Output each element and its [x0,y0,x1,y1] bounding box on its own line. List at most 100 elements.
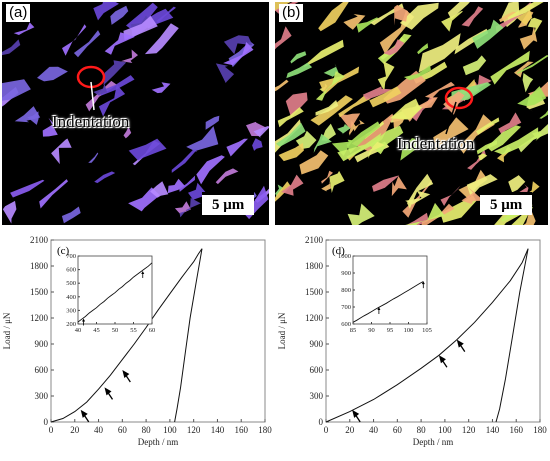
y-tick-label: 1800 [30,261,49,271]
y-tick-label: 2100 [305,235,324,245]
inset-frame [352,255,428,325]
grain-shape [462,55,487,76]
inset-x-tick-label: 105 [422,327,432,334]
grain-shape [461,186,484,205]
grain-shape [369,86,402,108]
x-axis-label: Depth / nm [138,437,179,447]
grain-shape [418,33,461,73]
grain-shape [353,119,365,132]
grain-shape [275,122,306,147]
arrow-head [438,355,446,364]
y-tick-label: 1800 [305,261,324,271]
grain-shape [179,197,201,218]
grain-shape [498,112,522,135]
grain-shape [14,106,41,123]
grain-shape [393,117,405,130]
grain-shape [516,7,533,27]
grain-shape [121,49,138,63]
inset-y-tick-label: 500 [66,280,76,287]
y-tick-label: 1500 [305,287,324,297]
x-tick-label: 40 [369,425,379,435]
series-line [50,248,203,423]
grain-shape [478,151,488,161]
panel-label-a: (a) [6,4,31,22]
y-tick-label: 900 [35,339,49,349]
grain-shape [310,95,353,126]
indentation-arrow [90,81,95,111]
grain-shape [196,155,225,185]
grain-shape [472,19,504,49]
grain-shape [337,124,351,135]
x-tick-label: 100 [163,425,177,435]
inset-x-tick-label: 55 [130,327,137,334]
grain-shape [421,203,455,225]
plot-frame [325,239,541,423]
grain-shape [362,86,393,100]
y-tick-label: 600 [35,365,49,375]
series-line [325,248,529,423]
y-tick-label: 0 [319,417,324,427]
grain-shape [128,187,160,212]
inset-y-tick-label: 400 [66,294,76,301]
grain-shape [523,207,536,225]
x-tick-label: 20 [345,425,355,435]
x-axis-label: Depth / nm [413,437,454,447]
arrow-head [104,387,112,396]
grain-shape [88,152,99,163]
grain-shape [391,176,407,197]
grain-shape [215,168,239,185]
inset-arrow-head [377,307,381,310]
grain-shape [441,11,464,32]
grain-shape [514,61,534,78]
inset-y-tick-label: 600 [341,321,351,328]
grain-shape [313,133,332,153]
grain-shape [179,175,195,192]
grain-shape [507,2,544,19]
grain-shape [2,200,17,224]
grain-shape [348,120,356,136]
grain-shape [37,66,68,82]
grain-shape [356,17,379,33]
grain-shape [281,174,304,196]
load-depth-chart-c: 0 20 40 60 80 100 120 140 160 180 0 300 600 900 1200 15… [0,228,275,456]
load-depth-chart-d: 0 20 40 60 80 100 120 140 160 180 0 300 600 900 1200 15… [275,228,550,456]
grain-shape [10,179,45,198]
grain-shape [511,204,533,225]
grain-shape [275,26,292,50]
grain-shape [321,123,336,141]
grain-shape [447,2,470,20]
inset-x-tick-label: 50 [112,327,119,334]
grain-shape [461,6,484,27]
grain-shape [407,173,434,209]
grain-shape [315,71,345,101]
grain-shape [433,117,469,150]
grain-shape [476,117,500,135]
panel-label-b: (b) [279,4,304,22]
grain-shape [347,203,375,225]
inset-series-line [77,262,153,323]
grain-shape [331,139,353,156]
arrow-head [352,409,360,418]
grain-shape [499,11,517,23]
x-tick-label: 180 [258,425,272,435]
grain-shape [440,185,461,206]
panel-label: (d) [332,245,345,257]
grain-shape [93,83,107,96]
inset-arrow-head [141,270,145,274]
grain-shape [527,17,543,35]
inset-y-tick-label: 700 [341,304,351,311]
grain-shape [98,84,126,117]
grain-shape [2,79,31,101]
grain-shape [275,184,284,197]
arrow-head [122,370,130,378]
grain-shape [337,133,382,162]
grain-shape [275,79,289,92]
inset-y-tick-label: 600 [66,267,76,274]
grain-shape [494,127,539,155]
indentation-label-b: Indentation [397,134,475,153]
y-tick-label: 300 [35,391,49,401]
grain-shape [405,202,445,225]
grain-shape [405,190,431,205]
x-tick-label: 120 [462,425,476,435]
grain-shape [516,55,548,74]
